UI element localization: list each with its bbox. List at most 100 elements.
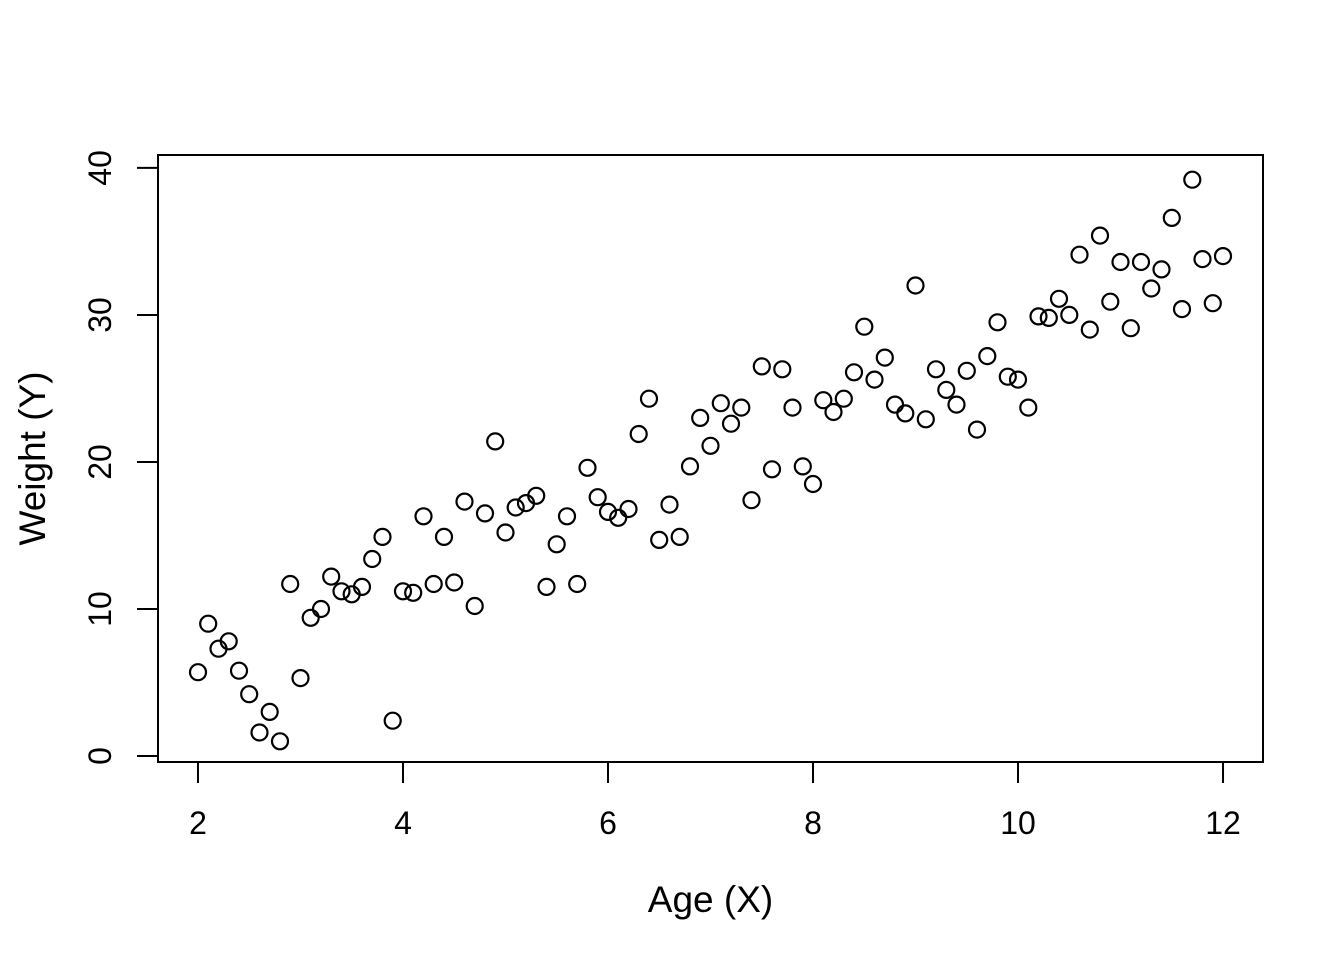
data-point bbox=[568, 574, 587, 594]
data-point bbox=[445, 573, 464, 592]
x-tick-label: 10 bbox=[1000, 805, 1036, 841]
data-point bbox=[742, 491, 761, 510]
data-point bbox=[465, 596, 484, 616]
data-point bbox=[967, 420, 987, 439]
data-point bbox=[1213, 247, 1233, 266]
data-point bbox=[1111, 252, 1130, 272]
data-point bbox=[793, 457, 812, 476]
data-point bbox=[240, 685, 259, 704]
data-point bbox=[332, 582, 351, 601]
data-point bbox=[352, 577, 372, 597]
data-point bbox=[926, 360, 946, 379]
x-tick-label: 4 bbox=[394, 805, 412, 841]
data-point bbox=[721, 414, 741, 433]
data-point bbox=[301, 608, 320, 627]
x-tick-label: 8 bbox=[804, 805, 822, 841]
data-point bbox=[906, 276, 925, 295]
data-point bbox=[896, 404, 915, 423]
data-point bbox=[404, 583, 423, 602]
data-point bbox=[988, 313, 1007, 332]
y-axis-ticks: 0 10 20 30 40 bbox=[82, 150, 158, 765]
x-tick-label: 12 bbox=[1205, 805, 1241, 841]
data-point bbox=[732, 398, 751, 417]
data-point bbox=[547, 535, 566, 554]
data-point bbox=[219, 632, 238, 651]
data-point bbox=[199, 614, 218, 633]
data-point bbox=[1090, 226, 1110, 245]
data-point bbox=[188, 663, 208, 682]
data-point bbox=[1080, 320, 1099, 339]
y-tick-label: 20 bbox=[82, 444, 118, 480]
data-point bbox=[486, 432, 505, 451]
x-tick-label: 6 bbox=[599, 805, 617, 841]
data-point bbox=[1203, 294, 1222, 313]
data-point bbox=[1019, 398, 1038, 417]
y-axis-title: Weight (Y) bbox=[12, 371, 53, 545]
data-point bbox=[270, 732, 290, 751]
data-point bbox=[1131, 252, 1151, 272]
data-point bbox=[1008, 370, 1028, 389]
data-point bbox=[475, 504, 495, 523]
data-point bbox=[783, 398, 802, 417]
plot-box bbox=[157, 154, 1264, 763]
data-point bbox=[752, 357, 771, 376]
data-point bbox=[660, 495, 679, 514]
data-point bbox=[773, 360, 792, 379]
data-point bbox=[250, 723, 269, 742]
y-tick-label: 0 bbox=[82, 747, 118, 765]
data-point bbox=[1152, 260, 1171, 279]
data-point bbox=[875, 348, 894, 367]
x-tick-label: 2 bbox=[189, 805, 207, 841]
data-point bbox=[824, 402, 843, 422]
data-point bbox=[383, 711, 402, 730]
data-point bbox=[1060, 305, 1079, 324]
data-point bbox=[393, 582, 413, 601]
data-point bbox=[578, 458, 597, 477]
data-point bbox=[691, 408, 710, 427]
y-tick-label: 30 bbox=[82, 297, 118, 333]
data-point bbox=[957, 361, 976, 380]
data-point bbox=[701, 436, 720, 455]
data-point bbox=[844, 363, 864, 382]
data-point bbox=[496, 523, 515, 542]
data-point bbox=[680, 457, 700, 476]
data-point bbox=[711, 394, 730, 413]
data-point bbox=[291, 668, 310, 688]
data-points bbox=[188, 170, 1233, 751]
data-point bbox=[670, 527, 689, 547]
data-point bbox=[650, 530, 669, 550]
data-point bbox=[311, 599, 331, 619]
data-point bbox=[281, 574, 300, 594]
data-point bbox=[937, 380, 956, 399]
data-point bbox=[762, 460, 782, 479]
data-point bbox=[1121, 319, 1140, 338]
data-point bbox=[885, 395, 905, 414]
x-axis-title: Age (X) bbox=[648, 879, 773, 920]
data-point bbox=[1070, 245, 1089, 264]
data-point bbox=[865, 370, 884, 389]
data-point bbox=[598, 502, 618, 521]
data-point bbox=[434, 527, 454, 547]
data-point bbox=[1142, 279, 1161, 298]
data-point bbox=[639, 389, 659, 408]
y-tick-label: 40 bbox=[82, 150, 118, 186]
data-point bbox=[229, 661, 249, 680]
data-point bbox=[803, 474, 823, 494]
data-point bbox=[947, 395, 966, 414]
y-tick-label: 10 bbox=[82, 591, 118, 627]
data-point bbox=[322, 567, 341, 586]
data-point bbox=[629, 424, 648, 444]
data-point bbox=[424, 574, 443, 594]
data-point bbox=[998, 367, 1017, 386]
data-point bbox=[1039, 308, 1058, 327]
data-point bbox=[506, 498, 525, 517]
data-point bbox=[363, 549, 382, 569]
data-point bbox=[455, 492, 474, 511]
data-point bbox=[834, 389, 853, 408]
data-point bbox=[1049, 289, 1069, 308]
data-point bbox=[527, 486, 546, 505]
data-point bbox=[1183, 170, 1202, 189]
data-point bbox=[814, 391, 833, 410]
